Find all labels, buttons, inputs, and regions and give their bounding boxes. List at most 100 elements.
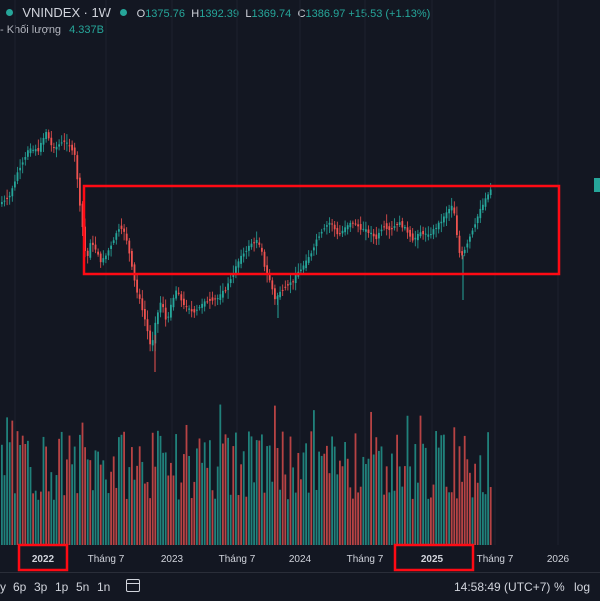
volume-bar: [302, 452, 305, 545]
candle-body: [393, 226, 396, 228]
candle-body: [206, 301, 209, 303]
x-tick-label: 2022: [32, 554, 55, 565]
volume-bar: [448, 492, 450, 545]
candle-body: [250, 243, 253, 248]
percent-toggle[interactable]: %: [554, 580, 565, 594]
candle-body: [131, 250, 133, 267]
volume-bar: [170, 462, 172, 545]
clock-time[interactable]: 14:58:49 (UTC+7): [454, 580, 551, 594]
volume-bar: [73, 446, 76, 545]
volume-bar: [430, 497, 432, 545]
candle-body: [237, 261, 240, 268]
range-button-1n[interactable]: 1n: [97, 580, 111, 594]
candle-body: [456, 215, 458, 235]
log-toggle[interactable]: log: [574, 580, 591, 594]
candle-body: [118, 229, 120, 232]
volume-bar: [222, 443, 224, 545]
volume-bar: [29, 467, 32, 545]
x-tick-label: Tháng 7: [219, 554, 256, 565]
candle-body: [354, 223, 357, 225]
candle-body: [53, 147, 55, 149]
candle-body: [21, 162, 24, 165]
range-button-3p[interactable]: 3p: [34, 580, 48, 594]
volume-bar: [443, 434, 445, 545]
candle-body: [149, 330, 151, 345]
volume-bar: [133, 479, 136, 545]
open-label: O: [136, 8, 146, 20]
volume-bar: [253, 482, 255, 545]
volume-bar: [320, 455, 323, 545]
candle-body: [406, 227, 409, 233]
candle-body: [313, 247, 315, 251]
candle-body: [141, 298, 144, 311]
volume-bar: [378, 450, 380, 545]
volume-bar: [453, 427, 456, 545]
volume-bar: [154, 466, 157, 545]
candle-body: [253, 242, 255, 244]
x-tick-label: Tháng 7: [477, 554, 514, 565]
candle-body: [159, 302, 162, 313]
volume-bar: [255, 440, 258, 545]
candle-body: [300, 269, 302, 272]
volume-bar: [401, 486, 404, 545]
volume-bar: [144, 483, 146, 545]
volume-bar: [216, 466, 219, 545]
volume-bar: [206, 467, 209, 545]
volume-bar: [84, 447, 86, 545]
calendar-icon[interactable]: [126, 579, 140, 592]
volume-bar: [310, 431, 313, 545]
volume-bar: [487, 432, 489, 545]
volume-bar: [279, 489, 281, 545]
candle-body: [258, 242, 261, 245]
volume-bar: [417, 482, 419, 545]
x-tick-label: Tháng 7: [347, 554, 384, 565]
volume-bar: [92, 490, 94, 545]
volume-bar: [105, 479, 107, 545]
volume-bar: [437, 447, 440, 545]
candle-body: [216, 298, 219, 300]
candle-body: [263, 251, 266, 267]
candle-body: [60, 142, 63, 144]
candle-body: [307, 257, 310, 263]
volume-bar: [60, 431, 63, 545]
volume-bar: [151, 432, 154, 545]
range-button-6p[interactable]: 6p: [13, 580, 27, 594]
candle-body: [97, 251, 99, 255]
candle-body: [107, 250, 110, 256]
candle-body: [63, 140, 66, 142]
volume-bar: [388, 492, 391, 545]
candle-body: [133, 264, 136, 281]
symbol-name[interactable]: VNINDEX: [22, 5, 81, 20]
candle-body: [89, 243, 92, 258]
volume-bar: [411, 498, 414, 545]
candle-body: [242, 253, 245, 257]
candle-body: [81, 203, 84, 228]
volume-bar: [167, 475, 170, 545]
volume-bar: [404, 466, 406, 545]
candle-body: [344, 227, 346, 233]
candle-body: [279, 291, 281, 298]
candle-body: [450, 205, 453, 211]
high-label: H: [191, 8, 200, 20]
price-chart[interactable]: 2022 Tháng 7 2023 Tháng 7 2024 Tháng 7 2025 Thá…: [0, 0, 600, 572]
low-value: 1369.74: [251, 8, 292, 20]
candle-body: [229, 279, 232, 284]
volume-bar: [354, 433, 357, 545]
candle-body: [37, 147, 40, 152]
volume-bar: [266, 446, 268, 545]
volume-bar: [164, 452, 167, 545]
candle-body: [401, 221, 404, 228]
volume-bar: [300, 479, 302, 545]
volume-bar: [125, 498, 128, 545]
range-button-5n[interactable]: 5n: [76, 580, 90, 594]
range-button-y[interactable]: y: [0, 580, 6, 594]
volume-bar: [380, 446, 383, 545]
volume-bar: [149, 498, 151, 545]
range-button-1p[interactable]: 1p: [55, 580, 69, 594]
volume-bar: [162, 452, 164, 545]
volume-bar: [19, 444, 21, 545]
volume-bar: [396, 434, 398, 545]
volume-bar: [99, 464, 102, 545]
volume-bar: [331, 436, 333, 545]
candle-body: [227, 283, 229, 291]
